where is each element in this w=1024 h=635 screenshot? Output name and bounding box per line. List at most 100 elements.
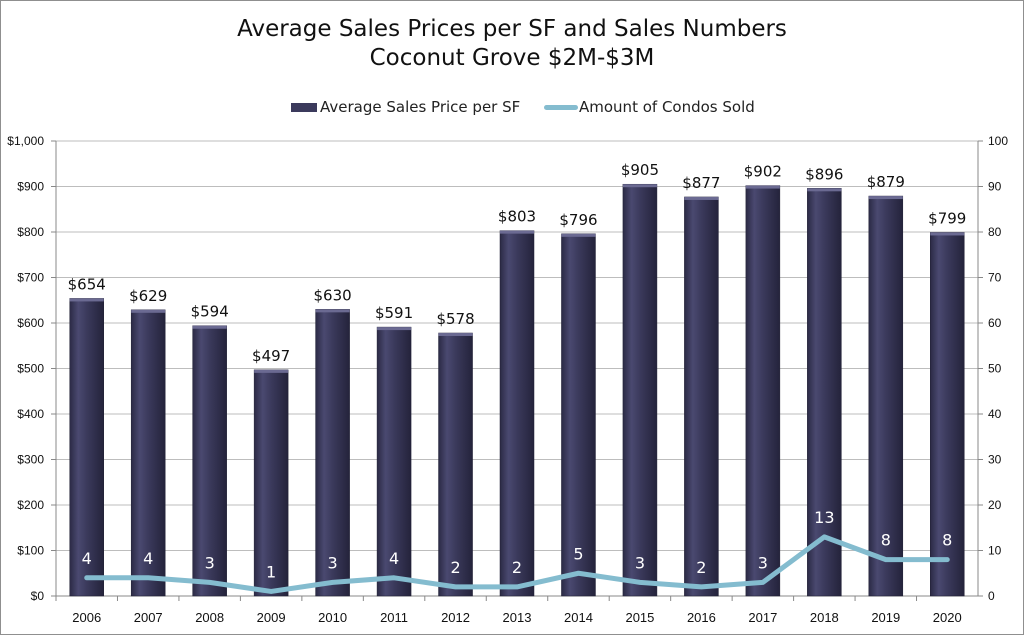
bar — [684, 196, 719, 597]
bar — [807, 188, 842, 597]
line-data-label: 3 — [635, 553, 645, 572]
bar-top-highlight — [684, 196, 719, 200]
bar-top-highlight — [69, 298, 104, 302]
legend-label-sold: Amount of Condos Sold — [579, 98, 755, 116]
bar-top-highlight — [807, 188, 842, 192]
bar-top-highlight — [745, 185, 780, 189]
bar — [192, 325, 227, 597]
x-tick-label: 2012 — [441, 610, 470, 625]
bar-data-label: $896 — [805, 165, 843, 183]
bar-top-highlight — [315, 309, 350, 313]
y-left-tick-label: $900 — [17, 180, 44, 194]
x-tick-label: 2013 — [503, 610, 532, 625]
bar-data-label: $877 — [682, 174, 720, 192]
bar — [868, 195, 904, 597]
line-data-label: 3 — [205, 553, 215, 572]
y-right-tick-label: 60 — [988, 316, 1002, 330]
line-data-label: 4 — [82, 549, 92, 568]
bar-data-label: $799 — [928, 209, 966, 227]
line-data-label: 4 — [389, 549, 399, 568]
chart-title: Average Sales Prices per SF and Sales Nu… — [237, 16, 787, 42]
bar-top-highlight — [377, 327, 412, 331]
bar-top-highlight — [254, 369, 289, 373]
bar-top-highlight — [438, 333, 473, 337]
y-right-tick-label: 20 — [988, 498, 1002, 512]
x-tick-label: 2008 — [195, 610, 224, 625]
y-right-tick-label: 0 — [988, 589, 995, 603]
bar-top-highlight — [930, 232, 965, 236]
line-data-label: 2 — [512, 558, 522, 577]
y-right-tick-label: 70 — [988, 271, 1002, 285]
y-right-tick-label: 40 — [988, 407, 1002, 421]
bar-data-label: $630 — [314, 286, 352, 304]
legend-label-price: Average Sales Price per SF — [320, 98, 521, 116]
line-data-label: 3 — [328, 553, 338, 572]
y-left-tick-label: $800 — [17, 225, 44, 239]
bar — [130, 309, 166, 597]
bar-data-label: $905 — [621, 161, 659, 179]
x-tick-label: 2006 — [72, 610, 101, 625]
bar — [622, 183, 658, 597]
line-data-label: 4 — [143, 549, 153, 568]
bar-top-highlight — [622, 184, 657, 188]
bar — [69, 298, 104, 597]
bar — [376, 326, 412, 597]
y-right-tick-label: 80 — [988, 225, 1002, 239]
y-left-tick-label: $600 — [17, 316, 44, 330]
x-tick-label: 2016 — [687, 610, 716, 625]
bar — [253, 369, 289, 597]
x-tick-label: 2009 — [257, 610, 286, 625]
bar — [315, 309, 350, 597]
bar-data-label: $654 — [68, 275, 106, 293]
x-tick-label: 2010 — [318, 610, 347, 625]
y-left-tick-label: $400 — [17, 407, 44, 421]
bar — [561, 233, 596, 597]
x-tick-label: 2020 — [933, 610, 962, 625]
legend-line-swatch — [544, 105, 578, 110]
bar-data-label: $803 — [498, 208, 536, 226]
bar-top-highlight — [192, 325, 227, 329]
bar — [499, 230, 535, 597]
bar — [438, 332, 473, 597]
x-tick-label: 2014 — [564, 610, 593, 625]
y-right-tick-label: 10 — [988, 544, 1002, 558]
chart-subtitle: Coconut Grove $2M-$3M — [369, 45, 655, 71]
y-left-tick-label: $100 — [17, 544, 44, 558]
bar-data-label: $796 — [559, 211, 597, 229]
x-tick-label: 2017 — [748, 610, 777, 625]
bar-data-label: $879 — [867, 173, 905, 191]
y-left-tick-label: $500 — [17, 362, 44, 376]
y-left-tick-label: $200 — [17, 498, 44, 512]
bar — [745, 185, 781, 597]
y-right-tick-label: 90 — [988, 180, 1002, 194]
legend-bar-swatch — [291, 103, 317, 112]
line-data-label: 1 — [266, 562, 276, 581]
sold-line — [84, 534, 950, 594]
bar-data-label: $497 — [252, 347, 290, 365]
y-left-tick-label: $300 — [17, 453, 44, 467]
y-left-tick-label: $1,000 — [7, 134, 44, 148]
line-data-label: 13 — [814, 508, 834, 527]
y-right-tick-label: 100 — [988, 134, 1008, 148]
line-data-label: 2 — [696, 558, 706, 577]
bar-top-highlight — [131, 309, 166, 313]
y-left-tick-label: $700 — [17, 271, 44, 285]
x-tick-label: 2007 — [134, 610, 163, 625]
bar-top-highlight — [500, 230, 534, 234]
x-tick-label: 2015 — [625, 610, 654, 625]
y-right-tick-label: 30 — [988, 453, 1002, 467]
x-tick-label: 2018 — [810, 610, 839, 625]
line-data-label: 8 — [942, 531, 952, 550]
line-data-label: 3 — [758, 553, 768, 572]
bar-data-label: $902 — [744, 163, 782, 181]
y-right-tick-label: 50 — [988, 362, 1002, 376]
bar-data-label: $591 — [375, 304, 413, 322]
line-data-label: 5 — [573, 544, 583, 563]
legend: Average Sales Price per SF Amount of Con… — [0, 98, 1024, 118]
x-tick-label: 2011 — [380, 610, 408, 625]
bar-top-highlight — [868, 196, 903, 200]
bar-data-label: $578 — [436, 310, 474, 328]
line-data-label: 2 — [450, 558, 460, 577]
x-tick-label: 2019 — [871, 610, 900, 625]
